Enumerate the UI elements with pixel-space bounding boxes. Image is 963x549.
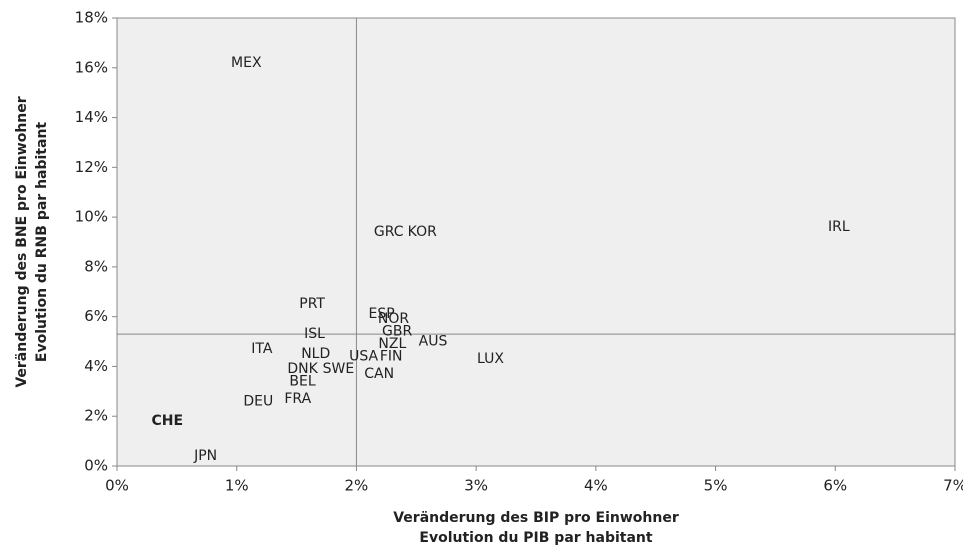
point-label: CHE [151,413,183,429]
point-label: KOR [408,224,437,240]
point-label: NLD [301,346,330,362]
x-tick-label: 7% [943,477,963,495]
x-tick-label: 6% [823,477,847,495]
x-tick-label: 4% [584,477,608,495]
y-axis-title: Evolution du RNB par habitant [34,122,50,363]
y-tick-label: 16% [75,58,108,76]
x-tick-label: 5% [704,477,728,495]
point-label: CAN [364,366,394,382]
point-label: USA [349,348,378,364]
point-label: NZL [378,336,406,352]
y-tick-label: 6% [84,307,108,325]
point-label: BEL [289,373,315,389]
point-label: MEX [231,55,262,71]
point-label: DEU [243,393,273,409]
x-axis-title: Evolution du PIB par habitant [419,530,652,546]
point-label: FIN [380,348,403,364]
point-label: LUX [477,351,504,367]
point-label: NOR [378,311,409,327]
y-axis-title: Veränderung des BNE pro Einwohner [14,96,30,387]
plot-area [116,17,956,467]
y-tick-label: 12% [75,158,108,176]
point-label: JPN [193,448,217,464]
y-tick-label: 4% [84,357,108,375]
x-tick-label: 0% [105,477,129,495]
point-label: ESP [368,306,394,322]
y-tick-label: 10% [75,208,108,226]
y-tick-label: 8% [84,257,108,275]
point-label: GRC [374,224,404,240]
point-label: ITA [251,341,273,357]
x-axis-title: Veränderung des BIP pro Einwohner [393,510,679,526]
x-tick-label: 2% [345,477,369,495]
y-tick-label: 14% [75,108,108,126]
point-label: FRA [284,391,311,407]
point-label: GBR [382,324,412,340]
point-label: AUS [419,334,448,350]
y-tick-label: 2% [84,407,108,425]
y-tick-label: 0% [84,457,108,475]
x-tick-label: 3% [464,477,488,495]
point-label: SWE [323,361,355,377]
point-label: PRT [299,296,325,312]
point-label: DNK [287,361,318,377]
point-label: IRL [828,219,850,235]
y-tick-label: 18% [75,9,108,27]
x-tick-label: 1% [225,477,249,495]
point-label: ISL [304,326,325,342]
